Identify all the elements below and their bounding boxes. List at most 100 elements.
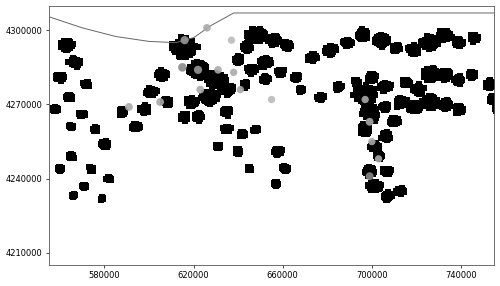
- Point: [187, 99, 195, 104]
- Point: [360, 127, 368, 131]
- Point: [215, 74, 223, 78]
- Point: [371, 93, 379, 97]
- Point: [268, 97, 276, 102]
- Point: [442, 30, 450, 35]
- Point: [459, 40, 467, 44]
- Point: [269, 36, 277, 41]
- Point: [325, 47, 333, 52]
- Point: [207, 92, 215, 97]
- Point: [256, 31, 264, 35]
- Point: [408, 49, 416, 53]
- Point: [390, 120, 398, 125]
- Point: [281, 168, 289, 173]
- Point: [368, 169, 376, 173]
- Point: [376, 84, 384, 88]
- Point: [380, 136, 388, 140]
- Point: [78, 113, 86, 117]
- Point: [276, 71, 283, 76]
- Point: [216, 75, 224, 79]
- Point: [374, 184, 382, 189]
- Point: [70, 62, 78, 67]
- Point: [370, 180, 378, 184]
- Point: [416, 90, 424, 94]
- Point: [346, 42, 354, 46]
- Point: [410, 48, 418, 53]
- Point: [296, 87, 304, 92]
- Point: [360, 89, 368, 94]
- Point: [364, 170, 372, 175]
- Point: [382, 106, 390, 110]
- Point: [212, 74, 220, 78]
- Point: [424, 67, 432, 72]
- Point: [391, 120, 399, 125]
- Point: [309, 53, 317, 58]
- Point: [398, 102, 406, 107]
- Point: [452, 41, 460, 45]
- Point: [63, 43, 71, 48]
- Point: [362, 122, 370, 127]
- Point: [195, 117, 203, 122]
- Point: [452, 111, 460, 116]
- Point: [100, 142, 108, 147]
- Point: [67, 152, 75, 156]
- Point: [61, 41, 69, 46]
- Point: [364, 106, 372, 111]
- Point: [362, 128, 370, 133]
- Point: [360, 89, 368, 94]
- Point: [425, 104, 433, 109]
- Point: [455, 39, 463, 44]
- Point: [278, 166, 286, 170]
- Point: [344, 38, 352, 43]
- Point: [402, 80, 409, 84]
- Point: [274, 148, 281, 152]
- Point: [262, 79, 270, 84]
- Point: [258, 33, 266, 37]
- Point: [488, 83, 496, 87]
- Point: [364, 169, 372, 174]
- Point: [194, 72, 202, 77]
- Point: [258, 58, 266, 63]
- Point: [362, 31, 370, 35]
- Point: [354, 94, 362, 99]
- Point: [70, 60, 78, 65]
- Point: [252, 126, 260, 131]
- Point: [360, 92, 368, 97]
- Point: [56, 167, 64, 172]
- Point: [272, 181, 280, 185]
- Point: [74, 63, 82, 67]
- Point: [206, 97, 214, 102]
- Point: [118, 109, 126, 113]
- Point: [366, 170, 374, 175]
- Point: [188, 41, 196, 46]
- Point: [184, 104, 192, 108]
- Point: [468, 75, 476, 80]
- Point: [283, 43, 291, 47]
- Point: [412, 48, 420, 53]
- Point: [444, 32, 452, 36]
- Point: [235, 148, 243, 152]
- Point: [238, 131, 246, 136]
- Point: [343, 43, 351, 47]
- Point: [446, 73, 454, 77]
- Point: [185, 100, 193, 104]
- Point: [270, 40, 278, 45]
- Point: [233, 55, 241, 60]
- Point: [64, 41, 72, 46]
- Point: [488, 83, 496, 88]
- Point: [444, 103, 452, 107]
- Point: [446, 33, 454, 37]
- Point: [425, 76, 433, 80]
- Point: [428, 100, 436, 105]
- Point: [443, 71, 451, 76]
- Point: [51, 108, 59, 112]
- Point: [360, 33, 368, 37]
- Point: [66, 124, 74, 128]
- Point: [117, 108, 125, 113]
- Point: [428, 69, 436, 74]
- Point: [380, 103, 388, 108]
- Point: [102, 142, 110, 147]
- Point: [276, 148, 284, 153]
- Point: [430, 76, 438, 80]
- Point: [383, 136, 391, 141]
- Point: [188, 66, 196, 71]
